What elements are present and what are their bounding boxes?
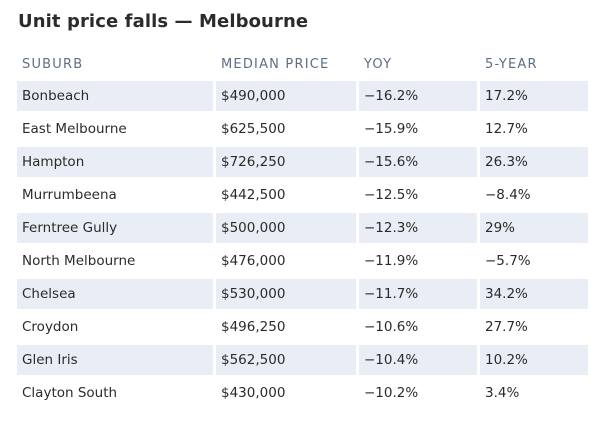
table-row: Murrumbeena $442,500 −12.5% −8.4% <box>17 180 588 210</box>
cell-suburb: Croydon <box>22 319 79 335</box>
cell-5-year: 3.4% <box>485 385 520 401</box>
column-header-5-year: 5-YEAR <box>485 56 538 72</box>
table-row: Hampton $726,250 −15.6% 26.3% <box>17 147 588 177</box>
column-header-yoy: YOY <box>364 56 393 72</box>
cell-suburb: Glen Iris <box>17 345 213 375</box>
cell-median-price: $562,500 <box>216 345 356 375</box>
cell-5-year: 27.7% <box>485 319 528 335</box>
data-table: SUBURB MEDIAN PRICE YOY 5-YEAR Bonbeach $… <box>14 47 591 411</box>
table-row: East Melbourne $625,500 −15.9% 12.7% <box>17 114 588 144</box>
cell-yoy: −11.9% <box>364 253 419 269</box>
cell-suburb: Bonbeach <box>17 81 213 111</box>
cell-yoy: −15.9% <box>364 121 419 137</box>
cell-yoy: −10.2% <box>364 385 419 401</box>
cell-yoy: −11.7% <box>359 279 477 309</box>
cell-5-year: 26.3% <box>480 147 588 177</box>
cell-yoy: −12.5% <box>364 187 419 203</box>
cell-median-price: $500,000 <box>216 213 356 243</box>
cell-median-price: $476,000 <box>221 253 286 269</box>
cell-yoy: −12.3% <box>359 213 477 243</box>
cell-suburb: Clayton South <box>22 385 118 401</box>
table-row: Ferntree Gully $500,000 −12.3% 29% <box>17 213 588 243</box>
cell-suburb: North Melbourne <box>22 253 136 269</box>
cell-5-year: −5.7% <box>485 253 531 269</box>
cell-suburb: East Melbourne <box>22 121 127 137</box>
table-row: Croydon $496,250 −10.6% 27.7% <box>17 312 588 342</box>
cell-5-year: 29% <box>480 213 588 243</box>
cell-5-year: 10.2% <box>480 345 588 375</box>
table-row: Clayton South $430,000 −10.2% 3.4% <box>17 378 588 408</box>
table-row: Chelsea $530,000 −11.7% 34.2% <box>17 279 588 309</box>
column-header-suburb: SUBURB <box>22 56 84 72</box>
cell-5-year: 12.7% <box>485 121 528 137</box>
cell-suburb: Chelsea <box>17 279 213 309</box>
cell-5-year: 17.2% <box>480 81 588 111</box>
cell-suburb: Hampton <box>17 147 213 177</box>
cell-5-year: 34.2% <box>480 279 588 309</box>
header-row: SUBURB MEDIAN PRICE YOY 5-YEAR <box>17 50 588 78</box>
column-header-median-price: MEDIAN PRICE <box>221 56 330 72</box>
cell-median-price: $625,500 <box>221 121 286 137</box>
table-row: Glen Iris $562,500 −10.4% 10.2% <box>17 345 588 375</box>
cell-suburb: Murrumbeena <box>22 187 117 203</box>
cell-yoy: −16.2% <box>359 81 477 111</box>
cell-median-price: $726,250 <box>216 147 356 177</box>
cell-median-price: $442,500 <box>221 187 286 203</box>
cell-median-price: $496,250 <box>221 319 286 335</box>
cell-5-year: −8.4% <box>485 187 531 203</box>
cell-suburb: Ferntree Gully <box>17 213 213 243</box>
cell-median-price: $530,000 <box>216 279 356 309</box>
cell-yoy: −10.6% <box>364 319 419 335</box>
table-row: Bonbeach $490,000 −16.2% 17.2% <box>17 81 588 111</box>
cell-yoy: −10.4% <box>359 345 477 375</box>
table-row: North Melbourne $476,000 −11.9% −5.7% <box>17 246 588 276</box>
cell-median-price: $490,000 <box>216 81 356 111</box>
cell-yoy: −15.6% <box>359 147 477 177</box>
cell-median-price: $430,000 <box>221 385 286 401</box>
chart-title: Unit price falls — Melbourne <box>18 11 309 32</box>
